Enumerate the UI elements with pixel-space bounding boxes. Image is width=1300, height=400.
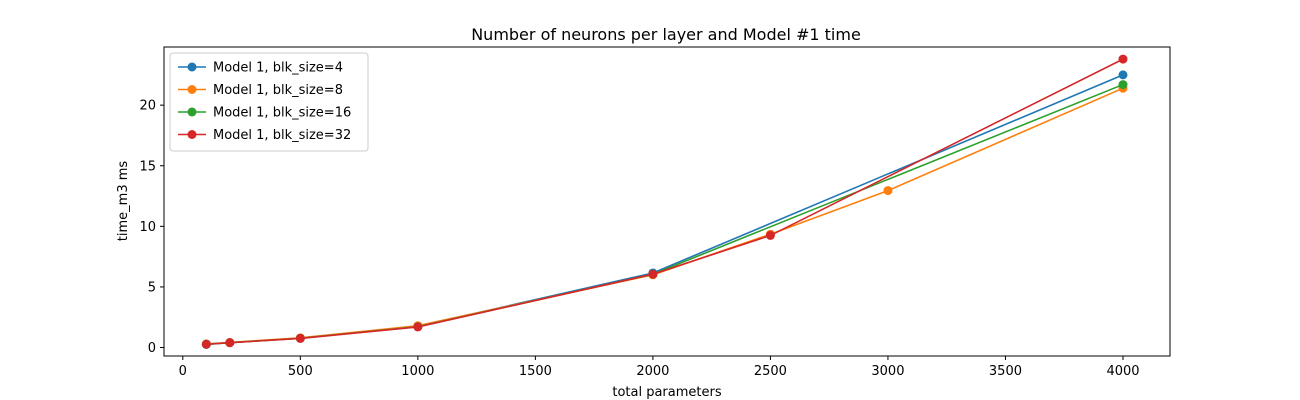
x-tick-label-7: 3500 bbox=[989, 364, 1022, 379]
y-tick-label-2: 10 bbox=[139, 220, 156, 235]
y-tick-label-1: 5 bbox=[148, 280, 156, 295]
y-axis-label: time_m3 ms bbox=[116, 161, 131, 242]
x-tick-label-6: 3000 bbox=[871, 364, 904, 379]
x-tick-label-8: 4000 bbox=[1106, 364, 1139, 379]
series-1-point-6 bbox=[883, 186, 893, 196]
x-axis-label: total parameters bbox=[612, 385, 721, 400]
axis-ticks: 0 500 1000 1500 2000 2500 3000 3500 4000 0 5 10 15 20 bbox=[139, 99, 1139, 379]
plot-frame bbox=[163, 46, 1171, 357]
legend-marker-1 bbox=[187, 85, 197, 94]
x-tick-label-1: 500 bbox=[288, 364, 313, 379]
legend-marker-2 bbox=[187, 107, 197, 117]
series-3-point-2 bbox=[295, 333, 305, 343]
plot-area bbox=[201, 54, 1128, 349]
legend-label-3: Model 1, blk_size=32 bbox=[213, 128, 351, 143]
x-tick-label-4: 2000 bbox=[636, 364, 669, 379]
series-3-point-5 bbox=[765, 230, 775, 240]
chart-title: Number of neurons per layer and Model #1… bbox=[471, 25, 861, 44]
y-tick-label-3: 15 bbox=[139, 159, 156, 174]
legend-label-1: Model 1, blk_size=8 bbox=[213, 83, 343, 98]
x-tick-label-3: 1500 bbox=[519, 364, 552, 379]
series-3-point-0 bbox=[201, 339, 211, 349]
legend-box bbox=[169, 52, 369, 152]
y-tick-label-0: 0 bbox=[148, 341, 156, 356]
series-3-point-6 bbox=[1118, 54, 1128, 64]
series-2-point-5 bbox=[1118, 80, 1128, 90]
series-0-point-5 bbox=[1118, 70, 1128, 80]
legend-label-0: Model 1, blk_size=4 bbox=[213, 61, 343, 76]
legend-marker-3 bbox=[187, 130, 197, 139]
y-tick-label-4: 20 bbox=[139, 99, 156, 114]
x-tick-label-5: 2500 bbox=[754, 364, 787, 379]
x-tick-label-0: 0 bbox=[179, 364, 187, 379]
series-3-point-4 bbox=[648, 269, 658, 279]
legend: Model 1, blk_size=4 Model 1, blk_size=8 Mo… bbox=[169, 52, 369, 152]
x-tick-label-2: 1000 bbox=[401, 364, 434, 379]
series-3-point-1 bbox=[225, 338, 235, 348]
legend-label-2: Model 1, blk_size=16 bbox=[213, 106, 351, 121]
series-3-point-3 bbox=[413, 322, 423, 332]
legend-marker-0 bbox=[187, 62, 197, 72]
